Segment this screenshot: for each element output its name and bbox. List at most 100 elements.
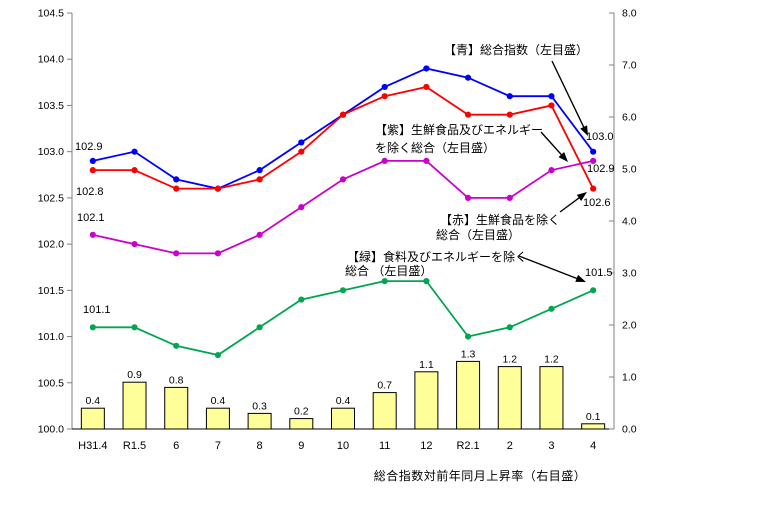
bar-4 — [581, 423, 606, 430]
left-axis-tick-label: 100.5 — [38, 377, 64, 389]
series-marker-shokuryo-oyobi-energy-wo-nozoku-sogo — [173, 342, 180, 349]
legend-arrow-head — [575, 274, 586, 282]
point-value-label: 102.8 — [76, 186, 104, 198]
series-marker-shokuryo-oyobi-energy-wo-nozoku-sogo — [256, 324, 263, 331]
legend-arrow-head — [580, 125, 588, 136]
right-axis-tick-label: 0.0 — [622, 424, 637, 436]
series-marker-seisen-shokuhin-wo-nozoku-sogo — [131, 167, 138, 174]
left-axis-tick-label: 102.5 — [38, 192, 64, 204]
bar-value-label: 1.3 — [461, 348, 476, 360]
series-marker-seisen-shokuhin-wo-nozoku-sogo — [173, 185, 180, 192]
series-marker-seisen-shokuhin-oyobi-energy-wo-nozoku-sogo — [381, 157, 388, 165]
x-axis-category-label: R2.1 — [456, 440, 479, 452]
right-axis-tick-label: 8.0 — [622, 8, 637, 20]
legend-annotation-text: 総合 （左目盛） — [345, 263, 432, 278]
bar-11 — [372, 392, 397, 430]
bar-value-label: 0.9 — [127, 369, 142, 381]
series-marker-shokuryo-oyobi-energy-wo-nozoku-sogo — [339, 287, 347, 294]
series-marker-shokuryo-oyobi-energy-wo-nozoku-sogo — [89, 324, 96, 331]
series-marker-sogo-shisu — [464, 74, 472, 81]
bar-3 — [539, 366, 564, 430]
series-marker-sogo-shisu — [256, 167, 263, 174]
series-marker-seisen-shokuhin-oyobi-energy-wo-nozoku-sogo — [89, 231, 96, 238]
bar-R2.1 — [456, 360, 481, 430]
left-axis-tick-label: 103.5 — [38, 100, 64, 112]
legend-arrow-shaft — [559, 195, 582, 213]
left-axis-tick-label: 104.5 — [38, 8, 64, 20]
series-marker-seisen-shokuhin-wo-nozoku-sogo — [464, 111, 472, 118]
series-marker-seisen-shokuhin-wo-nozoku-sogo — [256, 176, 263, 183]
point-value-label: 102.9 — [75, 141, 103, 153]
series-marker-seisen-shokuhin-wo-nozoku-sogo — [381, 93, 388, 100]
series-marker-seisen-shokuhin-wo-nozoku-sogo — [298, 148, 305, 155]
bar-12 — [414, 371, 439, 430]
series-marker-sogo-shisu — [548, 93, 555, 100]
legend-arrow-shaft — [540, 131, 564, 158]
right-axis-tick-label: 4.0 — [622, 216, 637, 228]
series-marker-shokuryo-oyobi-energy-wo-nozoku-sogo — [548, 305, 555, 312]
bar-value-label: 0.1 — [586, 411, 601, 423]
series-marker-seisen-shokuhin-oyobi-energy-wo-nozoku-sogo — [131, 241, 138, 248]
right-axis-tick-label: 5.0 — [622, 164, 637, 176]
series-marker-sogo-shisu — [423, 65, 430, 72]
point-value-label: 103.0 — [586, 131, 614, 143]
series-marker-shokuryo-oyobi-energy-wo-nozoku-sogo — [590, 287, 597, 294]
point-value-label: 102.9 — [587, 163, 615, 175]
series-marker-seisen-shokuhin-wo-nozoku-sogo — [423, 83, 430, 91]
left-axis-tick-label: 102.0 — [38, 239, 64, 251]
series-marker-seisen-shokuhin-wo-nozoku-sogo — [339, 111, 347, 118]
series-marker-shokuryo-oyobi-energy-wo-nozoku-sogo — [423, 277, 430, 285]
x-axis-category-label: 8 — [257, 440, 263, 452]
bar-value-label: 1.2 — [544, 354, 559, 366]
x-axis-category-label: 2 — [507, 440, 513, 452]
bar-H31.4 — [80, 407, 105, 430]
series-marker-sogo-shisu — [131, 148, 138, 155]
series-marker-seisen-shokuhin-oyobi-energy-wo-nozoku-sogo — [423, 157, 430, 165]
series-marker-shokuryo-oyobi-energy-wo-nozoku-sogo — [214, 351, 222, 359]
point-value-label: 101.1 — [83, 304, 111, 316]
series-marker-shokuryo-oyobi-energy-wo-nozoku-sogo — [298, 296, 305, 303]
x-axis-category-label: 10 — [337, 440, 349, 452]
series-marker-sogo-shisu — [298, 139, 305, 146]
bar-value-label: 0.4 — [336, 395, 351, 407]
left-axis-tick-label: 103.0 — [38, 146, 64, 158]
right-axis-tick-label: 1.0 — [622, 372, 637, 384]
series-marker-shokuryo-oyobi-energy-wo-nozoku-sogo — [381, 277, 388, 285]
x-axis-category-label: 6 — [173, 440, 179, 452]
legend-arrow-head — [576, 192, 587, 202]
bar-8 — [247, 412, 272, 430]
left-axis-tick-label: 104.0 — [38, 54, 64, 66]
bar-value-label: 0.4 — [211, 395, 226, 407]
bar-value-label: 0.8 — [169, 374, 184, 386]
bar-10 — [331, 407, 355, 430]
series-marker-shokuryo-oyobi-energy-wo-nozoku-sogo — [506, 324, 513, 331]
bar-9 — [289, 418, 314, 430]
series-marker-sogo-shisu — [89, 157, 96, 165]
bar-value-label: 0.4 — [86, 395, 101, 407]
series-marker-seisen-shokuhin-oyobi-energy-wo-nozoku-sogo — [339, 176, 347, 183]
series-marker-seisen-shokuhin-oyobi-energy-wo-nozoku-sogo — [256, 231, 263, 238]
x-axis-category-label: 4 — [590, 440, 596, 452]
x-axis-category-label: 11 — [379, 440, 390, 452]
bar-series-caption: 総合指数対前年同月上昇率（右目盛） — [373, 469, 587, 483]
series-marker-sogo-shisu — [506, 93, 513, 100]
series-marker-sogo-shisu — [590, 148, 597, 155]
x-axis-category-label: 9 — [298, 440, 304, 452]
point-value-label: 102.1 — [77, 212, 105, 224]
series-marker-seisen-shokuhin-wo-nozoku-sogo — [214, 185, 222, 192]
right-axis-tick-label: 7.0 — [622, 60, 637, 72]
bar-7 — [205, 407, 230, 430]
right-axis-tick-label: 6.0 — [622, 112, 637, 124]
series-marker-seisen-shokuhin-oyobi-energy-wo-nozoku-sogo — [506, 194, 513, 201]
bar-value-label: 0.2 — [294, 406, 309, 418]
x-axis-category-label: H31.4 — [78, 440, 107, 452]
series-marker-shokuryo-oyobi-energy-wo-nozoku-sogo — [131, 324, 138, 331]
series-marker-seisen-shokuhin-oyobi-energy-wo-nozoku-sogo — [298, 204, 305, 211]
legend-annotation-text: 【紫】生鮮食品及びエネルギー — [375, 122, 543, 137]
series-marker-sogo-shisu — [173, 176, 180, 183]
bar-value-label: 0.3 — [252, 400, 267, 412]
left-axis-tick-label: 100.0 — [38, 424, 64, 436]
legend-annotation-text: 総合（左目盛） — [436, 227, 520, 242]
x-axis-category-label: 12 — [420, 440, 432, 452]
